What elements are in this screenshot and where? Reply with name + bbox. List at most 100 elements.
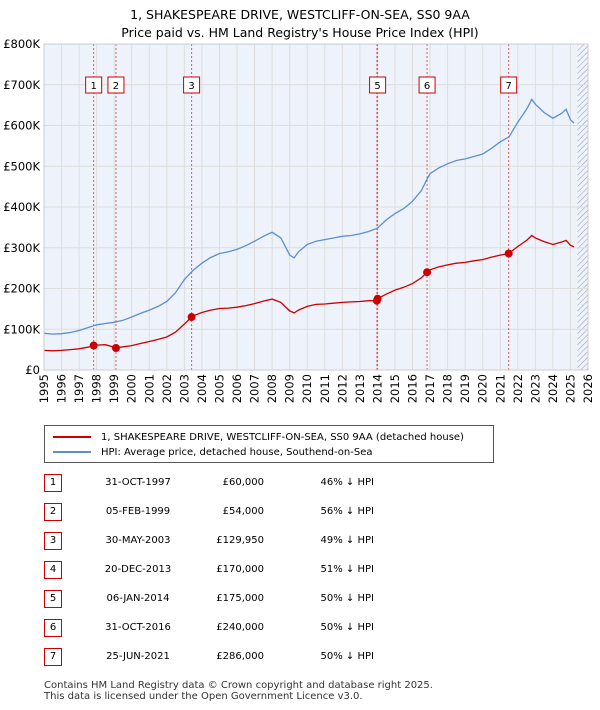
transaction-number: 1 [44, 474, 62, 492]
transaction-row: 2 05-FEB-1999 £54,000 56% ↓ HPI [44, 503, 464, 521]
sale-marker-label-box [369, 76, 387, 94]
transaction-hpi-diff: 56% ↓ HPI [320, 506, 374, 517]
x-tick-label: 2012 [335, 374, 349, 403]
transaction-row: 1 31-OCT-1997 £60,000 46% ↓ HPI [44, 474, 464, 492]
sale-marker-label: 6 [424, 81, 430, 92]
sale-marker-label: 2 [113, 81, 119, 92]
x-tick-label: 2023 [528, 374, 542, 403]
hpi-series-line [43, 98, 575, 335]
y-tick-label: £300K [3, 241, 40, 255]
transaction-number: 3 [44, 532, 62, 550]
x-tick-label: 2014 [370, 374, 384, 403]
transaction-price: £54,000 [222, 506, 264, 517]
transaction-date: 06-JAN-2014 [106, 593, 170, 604]
sale-marker-label: 3 [188, 81, 194, 92]
x-tick-label: 2008 [265, 374, 279, 403]
transaction-number: 5 [44, 590, 62, 608]
x-tick-label: 2025 [563, 374, 577, 403]
transaction-date: 05-FEB-1999 [105, 506, 171, 517]
transaction-hpi-diff: 50% ↓ HPI [320, 651, 374, 662]
x-tick-label: 1998 [90, 374, 104, 403]
x-tick-label: 1999 [107, 374, 121, 403]
sale-point [89, 341, 98, 350]
x-tick-label: 2017 [423, 374, 437, 403]
x-tick-label: 2000 [125, 374, 139, 403]
transaction-hpi-diff: 50% ↓ HPI [320, 622, 374, 633]
legend-item-price: 1, SHAKESPEARE DRIVE, WESTCLIFF-ON-SEA, … [53, 430, 464, 444]
x-tick-label: 2003 [177, 374, 191, 403]
sale-point [373, 294, 382, 303]
x-tick-label: 2020 [476, 374, 490, 403]
transaction-hpi-diff: 51% ↓ HPI [320, 564, 374, 575]
legend-label-hpi: HPI: Average price, detached house, Sout… [101, 446, 373, 458]
transaction-row: 4 20-DEC-2013 £170,000 51% ↓ HPI [44, 561, 464, 579]
transaction-price: £286,000 [216, 651, 264, 662]
transaction-number: 6 [44, 619, 62, 637]
transaction-hpi-diff: 50% ↓ HPI [320, 593, 374, 604]
footer-copyright: Contains HM Land Registry data © Crown c… [44, 680, 433, 691]
x-tick-label: 2011 [318, 374, 332, 403]
sale-marker-label: 1 [90, 81, 96, 92]
sale-point [111, 343, 120, 352]
sale-marker-label-box [500, 76, 518, 94]
x-tick-label: 1995 [37, 374, 51, 403]
transaction-price: £170,000 [216, 564, 264, 575]
sale-marker-label-box [107, 76, 125, 94]
sale-marker-label-box [183, 76, 201, 94]
x-tick-label: 2015 [388, 374, 402, 403]
sale-point [187, 313, 196, 322]
transaction-row: 6 31-OCT-2016 £240,000 50% ↓ HPI [44, 619, 464, 637]
transaction-hpi-diff: 49% ↓ HPI [320, 535, 374, 546]
chart-legend: 1, SHAKESPEARE DRIVE, WESTCLIFF-ON-SEA, … [44, 425, 494, 463]
x-tick-label: 2002 [160, 374, 174, 403]
transaction-row: 7 25-JUN-2021 £286,000 50% ↓ HPI [44, 648, 464, 666]
footer-licence: This data is licensed under the Open Gov… [44, 691, 363, 702]
y-tick-label: £700K [3, 78, 40, 92]
x-tick-label: 2024 [546, 374, 560, 403]
price-series-line [43, 234, 575, 352]
y-tick-label: £0 [25, 363, 40, 377]
transaction-number: 7 [44, 648, 62, 666]
y-tick-label: £800K [3, 37, 40, 51]
sale-point [504, 249, 513, 258]
chart-title: 1, SHAKESPEARE DRIVE, WESTCLIFF-ON-SEA, … [0, 6, 600, 42]
y-tick-label: £400K [3, 200, 40, 214]
y-tick-label: £100K [3, 322, 40, 336]
sale-point [423, 268, 432, 277]
legend-swatch-price [53, 436, 91, 438]
transaction-price: £129,950 [216, 535, 264, 546]
x-tick-label: 1996 [55, 374, 69, 403]
x-tick-label: 2005 [212, 374, 226, 403]
y-tick-label: £600K [3, 119, 40, 133]
x-tick-label: 2026 [581, 374, 595, 403]
x-tick-label: 2009 [283, 374, 297, 403]
x-tick-label: 2007 [248, 374, 262, 403]
sale-marker-label: 5 [374, 81, 380, 92]
transaction-price: £60,000 [222, 477, 264, 488]
footer: Contains HM Land Registry data © Crown c… [44, 680, 433, 702]
x-tick-label: 2018 [441, 374, 455, 403]
x-tick-label: 1997 [72, 374, 86, 403]
x-tick-label: 2016 [406, 374, 420, 403]
x-tick-label: 2006 [230, 374, 244, 403]
sale-marker-label-box [85, 76, 103, 94]
x-tick-label: 2001 [142, 374, 156, 403]
transaction-hpi-diff: 46% ↓ HPI [320, 477, 374, 488]
x-tick-label: 2004 [195, 374, 209, 403]
sale-marker-label: 7 [505, 81, 511, 92]
legend-label-price: 1, SHAKESPEARE DRIVE, WESTCLIFF-ON-SEA, … [101, 431, 464, 443]
x-tick-label: 2022 [511, 374, 525, 403]
chart-title-line1: 1, SHAKESPEARE DRIVE, WESTCLIFF-ON-SEA, … [130, 7, 470, 22]
transaction-date: 20-DEC-2013 [104, 564, 172, 575]
transaction-row: 3 30-MAY-2003 £129,950 49% ↓ HPI [44, 532, 464, 550]
x-tick-label: 2019 [458, 374, 472, 403]
transaction-date: 31-OCT-2016 [105, 622, 171, 633]
plot-border [43, 43, 589, 371]
transaction-row: 5 06-JAN-2014 £175,000 50% ↓ HPI [44, 590, 464, 608]
transaction-price: £240,000 [216, 622, 264, 633]
chart-title-line2: Price paid vs. HM Land Registry's House … [121, 25, 479, 40]
legend-item-hpi: HPI: Average price, detached house, Sout… [53, 445, 373, 459]
y-tick-label: £200K [3, 282, 40, 296]
sale-marker-label-box [418, 76, 436, 94]
transaction-price: £175,000 [216, 593, 264, 604]
